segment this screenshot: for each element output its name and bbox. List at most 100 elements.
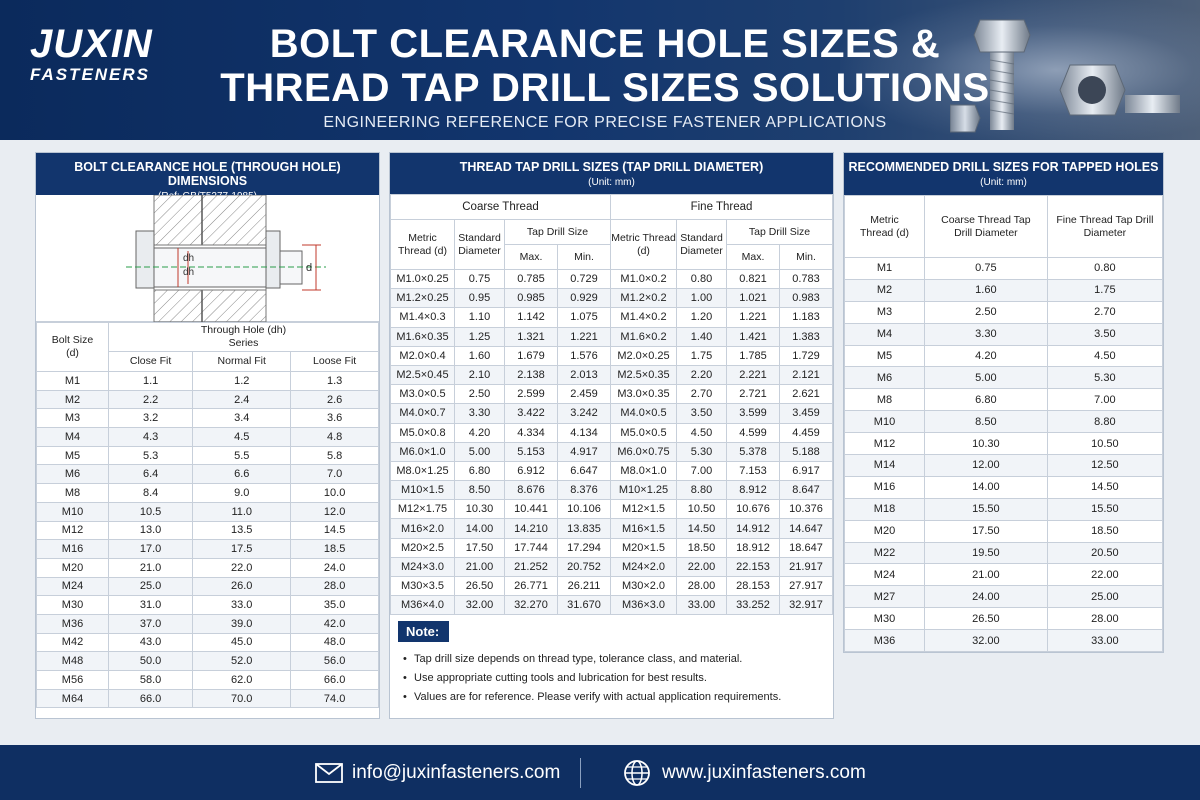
tap-cell: 1.75: [676, 345, 727, 366]
col-bolt-size-sub: (d): [66, 347, 79, 359]
tap-cell: 2.10: [454, 364, 505, 386]
tap-cell: 0.985: [504, 288, 558, 309]
tap-cell: 27.917: [779, 575, 833, 597]
header-banner: JUXIN FASTENERS BOLT CLEARANCE HOLE SIZE…: [0, 0, 1200, 140]
table-row: M10×1.5 8.50 8.676 8.376 M10×1.25 8.80 8.912 8.…: [390, 480, 833, 501]
table-row: M6.0×1.0 5.00 5.153 4.917 M6.0×0.75 5.30 5.378…: [390, 441, 833, 462]
table-row: M30×3.5 26.50 26.771 26.211 M30×2.0 28.00 28.1…: [390, 575, 833, 597]
clearance-cell: M24: [36, 576, 109, 597]
tap-cell: M1.2×0.25: [390, 288, 455, 309]
recommended-cell: 4.50: [1046, 344, 1164, 368]
tap-cell: M5.0×0.5: [610, 422, 677, 443]
clearance-cell: 6.4: [107, 464, 194, 485]
col-normal-fit: Normal Fit: [192, 351, 292, 372]
clearance-cell: 45.0: [192, 632, 292, 653]
tap-cell: 14.50: [676, 518, 727, 539]
recommended-cell: 12.50: [1046, 454, 1164, 477]
tap-cell: 1.075: [557, 307, 611, 328]
tap-cell: 21.252: [504, 556, 558, 578]
recommended-cell: M27: [844, 585, 925, 609]
recommended-cell: M12: [844, 432, 925, 456]
clearance-cell: 56.0: [290, 651, 379, 671]
tap-panel-header: THREAD TAP DRILL SIZES (TAP DRILL DIAMET…: [390, 153, 833, 194]
tap-cell: 21.917: [779, 556, 833, 578]
table-row: M4 3.30 3.50: [844, 322, 1164, 346]
tap-cell: M1.4×0.3: [390, 307, 455, 328]
note-title: Note:: [398, 621, 450, 643]
tap-cell: M1.4×0.2: [610, 307, 677, 328]
footer-email[interactable]: info@juxinfasteners.com: [352, 762, 561, 783]
clearance-cell: M10: [36, 501, 109, 522]
clearance-cell: 4.8: [290, 427, 379, 447]
clearance-cell: 11.0: [192, 501, 292, 522]
recommended-title: RECOMMENDED DRILL SIZES FOR TAPPED HOLES: [848, 160, 1159, 174]
recommended-cell: M20: [844, 519, 925, 543]
clearance-cell: 50.0: [107, 651, 194, 671]
note-section: Note: Tap drill size depends on thread t…: [390, 615, 833, 707]
col-coarse-min: Min.: [557, 244, 611, 270]
clearance-cell: M48: [36, 651, 109, 671]
tap-cell: 4.50: [676, 422, 727, 443]
tap-cell: 1.10: [454, 307, 505, 328]
clearance-cell: M36: [36, 613, 109, 634]
tap-cell: 4.134: [557, 422, 611, 443]
tap-cell: 31.670: [557, 595, 611, 616]
table-row: M6 6.4 6.6 7.0: [36, 464, 379, 485]
clearance-cell: 2.2: [107, 389, 194, 410]
clearance-cell: M6: [36, 464, 109, 485]
tap-cell: 4.459: [779, 422, 833, 443]
tap-cell: M5.0×0.8: [390, 422, 455, 443]
tap-cell: M8.0×1.25: [390, 460, 455, 482]
recommended-cell: M24: [844, 563, 925, 587]
recommended-cell: 17.50: [924, 519, 1048, 543]
recommended-cell: 5.30: [1046, 366, 1164, 390]
tap-cell: 8.647: [779, 480, 833, 501]
table-row: M16×2.0 14.00 14.210 13.835 M16×1.5 14.50 14.9…: [390, 518, 833, 539]
brand-name: JUXIN: [30, 22, 153, 66]
tap-cell: 18.50: [676, 537, 727, 558]
clearance-cell: 14.5: [290, 520, 379, 541]
footer: info@juxinfasteners.com www.juxinfastene…: [0, 745, 1200, 800]
tap-cell: M1.6×0.2: [610, 326, 677, 347]
tap-cell: M30×3.5: [390, 575, 455, 597]
clearance-cell: M4: [36, 427, 109, 447]
tap-table: Coarse Thread Fine Thread Metric Thread …: [390, 194, 833, 616]
table-row: M2 2.2 2.4 2.6: [36, 389, 379, 410]
clearance-cell: 58.0: [107, 670, 194, 690]
recommended-cell: 7.00: [1046, 388, 1164, 412]
col-fine-standard: Standard Diameter: [676, 219, 727, 270]
tap-cell: 22.00: [676, 556, 727, 578]
recommended-cell: M6: [844, 366, 925, 390]
table-row: M24 21.00 22.00: [844, 563, 1164, 587]
tap-cell: 28.00: [676, 575, 727, 597]
clearance-cell: 52.0: [192, 651, 292, 671]
tap-cell: 17.744: [504, 537, 558, 558]
table-row: M4.0×0.7 3.30 3.422 3.242 M4.0×0.5 3.50 3.599 3…: [390, 403, 833, 424]
clearance-cell: 28.0: [290, 576, 379, 597]
clearance-cell: 18.5: [290, 539, 379, 559]
recommended-table: Metric Thread (d) Coarse Thread Tap Dril…: [844, 195, 1164, 653]
clearance-cell: 74.0: [290, 688, 379, 709]
tap-cell: 2.721: [726, 384, 780, 405]
tap-cell: 0.983: [779, 288, 833, 309]
col-fine-metric: Metric Thread (d): [610, 219, 677, 270]
tap-cell: M2.5×0.35: [610, 364, 677, 386]
recommended-cell: M1: [844, 257, 925, 280]
tap-cell: 1.679: [504, 345, 558, 366]
clearance-cell: M42: [36, 632, 109, 653]
tap-cell: 2.20: [676, 364, 727, 386]
tap-cell: 4.20: [454, 422, 505, 443]
footer-divider: [580, 758, 581, 788]
tap-cell: M1.0×0.2: [610, 268, 677, 290]
recommended-cell: M36: [844, 629, 925, 653]
recommended-cell: 3.50: [1046, 322, 1164, 346]
tap-cell: 10.106: [557, 499, 611, 520]
footer-website[interactable]: www.juxinfasteners.com: [662, 762, 866, 783]
tap-cell: M16×1.5: [610, 518, 677, 539]
recommended-cell: M8: [844, 388, 925, 412]
tap-cell: M4.0×0.7: [390, 403, 455, 424]
tap-cell: 0.95: [454, 288, 505, 309]
tap-cell: 4.917: [557, 441, 611, 462]
tap-cell: 8.676: [504, 480, 558, 501]
tap-cell: 32.00: [454, 595, 505, 616]
